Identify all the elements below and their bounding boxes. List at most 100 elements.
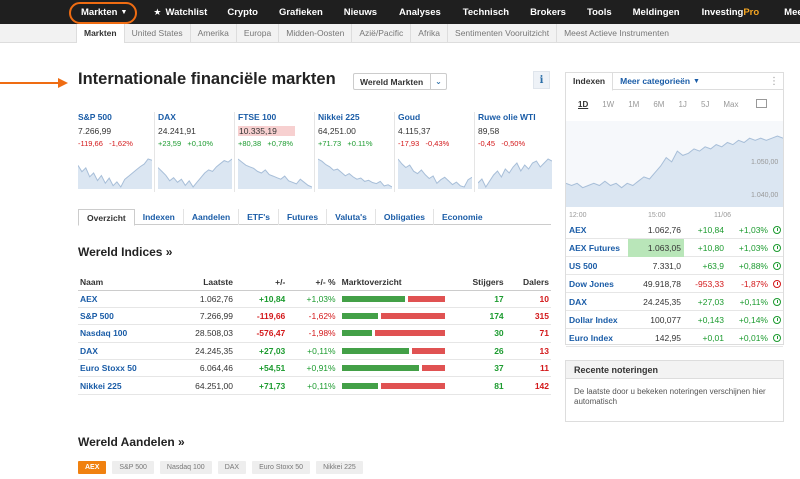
index-name[interactable]: DAX	[78, 342, 189, 361]
ticker-card[interactable]: S&P 500 7.266,99 -119,66 -1,62%	[78, 112, 155, 192]
period-5j[interactable]: 5J	[700, 100, 710, 109]
index-decliners: 13	[505, 342, 551, 361]
index-name[interactable]: AEX	[78, 290, 189, 308]
ticker-card[interactable]: Goud 4.115,37 -17,93 -0,43%	[398, 112, 475, 192]
world-shares-title[interactable]: Wereld Aandelen »	[78, 435, 185, 449]
breadth-up	[341, 382, 378, 389]
subnav-united-states[interactable]: United States	[125, 23, 191, 43]
chip-euro-stoxx50[interactable]: Euro Stoxx 50	[252, 461, 311, 474]
quote-name[interactable]: Dow Jones	[569, 278, 614, 289]
quote-name[interactable]: AEX	[569, 224, 587, 235]
tab-aandelen[interactable]: Aandelen	[184, 209, 240, 225]
period-1d[interactable]: 1D	[578, 100, 589, 109]
index-last: 64.251,00	[188, 376, 235, 395]
quote-last: 142,95	[655, 332, 681, 343]
nav-nieuws[interactable]: Nieuws	[343, 6, 378, 18]
calendar-icon[interactable]	[756, 99, 767, 108]
chip-nasdaq100[interactable]: Nasdaq 100	[159, 461, 212, 474]
tab-economie[interactable]: Economie	[442, 212, 483, 222]
tab-etfs[interactable]: ETF's	[239, 209, 279, 225]
nav-watchlist[interactable]: ★ Watchlist	[153, 6, 208, 18]
subnav-azie-pacific[interactable]: Azië/Pacific	[352, 23, 412, 43]
index-decliners: 10	[505, 290, 551, 308]
ticker-card[interactable]: FTSE 100 10.335,19 +80,38 +0,78%	[238, 112, 315, 192]
index-name[interactable]: Euro Stoxx 50	[78, 359, 189, 378]
index-change-pct: -1,62%	[287, 307, 338, 326]
list-item[interactable]: Dow Jones 49.918,78 -953,33 -1,87%	[566, 275, 783, 293]
quote-name[interactable]: DAX	[569, 296, 587, 307]
table-row: Nasdaq 100 28.508,03 -576,47 -1,98% 30 71	[78, 324, 551, 343]
index-name[interactable]: Nasdaq 100	[78, 324, 189, 343]
period-1m[interactable]: 1M	[628, 100, 640, 109]
chip-nikkei225[interactable]: Nikkei 225	[316, 461, 363, 474]
quote-name[interactable]: Euro Index	[569, 332, 613, 343]
index-name[interactable]: Nikkei 225	[78, 376, 189, 395]
widget-tab-more-categories[interactable]: Meer categorieën ▼	[620, 76, 700, 86]
period-1j[interactable]: 1J	[678, 100, 687, 109]
subnav-sentimenten[interactable]: Sentimenten Vooruitzicht	[448, 23, 558, 43]
chip-aex[interactable]: AEX	[78, 461, 107, 474]
index-name[interactable]: S&P 500	[78, 307, 189, 326]
nav-markten[interactable]: Markten ▼	[81, 6, 128, 18]
ticker-name[interactable]: FTSE 100	[238, 112, 277, 122]
tab-overzicht[interactable]: Overzicht	[78, 209, 135, 226]
list-item[interactable]: US 500 7.331,0 +63,9 +0,88%	[566, 257, 783, 275]
list-item[interactable]: AEX 1.062,76 +10,84 +1,03%	[566, 221, 783, 239]
period-max[interactable]: Max	[723, 100, 739, 109]
nav-analyses[interactable]: Analyses	[399, 6, 441, 18]
quote-name[interactable]: Dollar Index	[569, 314, 618, 325]
clock-icon	[773, 315, 781, 324]
subnav-amerika[interactable]: Amerika	[191, 23, 237, 43]
world-indices-title[interactable]: Wereld Indices »	[78, 245, 173, 259]
period-1w[interactable]: 1W	[602, 100, 615, 109]
index-last: 6.064,46	[188, 359, 235, 378]
widget-tab-indexen[interactable]: Indexen	[566, 72, 614, 91]
ticker-card[interactable]: Ruwe olie WTI 89,58 -0,45 -0,50%	[478, 112, 555, 192]
sub-navigation: Markten United States Amerika Europa Mid…	[0, 23, 800, 43]
subnav-europa[interactable]: Europa	[237, 23, 280, 43]
nav-technisch[interactable]: Technisch	[462, 6, 510, 18]
list-item[interactable]: Euro Index 142,95 +0,01 +0,01%	[566, 329, 783, 347]
tab-obligaties[interactable]: Obligaties	[376, 209, 435, 225]
list-item[interactable]: DAX 24.245,35 +27,03 +0,11%	[566, 293, 783, 311]
nav-investing-pro[interactable]: Investing Pro	[701, 6, 760, 18]
market-region-select[interactable]: Wereld Markten ⌄	[353, 73, 447, 90]
market-tabs: Overzicht Indexen Aandelen ETF's Futures…	[78, 209, 551, 226]
chip-dax[interactable]: DAX	[217, 461, 247, 474]
period-6m[interactable]: 6M	[653, 100, 665, 109]
nav-grafieken[interactable]: Grafieken	[278, 6, 323, 18]
sparkline-chart	[158, 158, 232, 189]
quote-name[interactable]: US 500	[569, 260, 598, 271]
list-item[interactable]: AEX Futures 1.063,05 +10,80 +1,03%	[566, 238, 783, 257]
sparkline-area	[78, 159, 152, 189]
ticker-name[interactable]: Goud	[398, 112, 421, 122]
tab-indexen[interactable]: Indexen	[135, 209, 184, 225]
ticker-name[interactable]: Nikkei 225	[318, 112, 360, 122]
ticker-name[interactable]: DAX	[158, 112, 176, 122]
nav-brokers[interactable]: Brokers	[530, 6, 566, 18]
ticker-name[interactable]: Ruwe olie WTI	[478, 112, 536, 122]
subnav-afrika[interactable]: Afrika	[411, 23, 449, 43]
subnav-markten[interactable]: Markten	[76, 23, 125, 43]
tab-valutas[interactable]: Valuta's	[327, 209, 376, 225]
market-breadth	[337, 307, 461, 326]
ticker-name[interactable]: S&P 500	[78, 112, 112, 122]
info-button[interactable]: i	[533, 71, 550, 89]
table-row: DAX 24.245,35 +27,03 +0,11% 26 13	[78, 342, 551, 361]
quote-name[interactable]: AEX Futures	[569, 242, 621, 253]
nav-meldingen[interactable]: Meldingen	[632, 6, 680, 18]
col-change-pct: +/- %	[287, 274, 338, 291]
quote-change: -953,33	[695, 278, 724, 289]
kebab-menu-icon[interactable]: ⋮	[769, 75, 779, 87]
tab-futures[interactable]: Futures	[279, 209, 328, 225]
subnav-midden-oosten[interactable]: Midden-Oosten	[279, 23, 353, 43]
ticker-card[interactable]: DAX 24.241,91 +23,59 +0,10%	[158, 112, 235, 192]
chip-sp500[interactable]: S&P 500	[112, 461, 154, 474]
nav-tools[interactable]: Tools	[586, 6, 612, 18]
ticker-card[interactable]: Nikkei 225 64,251.00 +71.73 +0.11%	[318, 112, 395, 192]
subnav-meest-actieve[interactable]: Meest Actieve Instrumenten	[564, 28, 669, 38]
nav-crypto[interactable]: Crypto	[227, 6, 258, 18]
list-item[interactable]: Dollar Index 100,077 +0,143 +0,14%	[566, 311, 783, 329]
sparkline-chart	[478, 158, 552, 189]
nav-meer[interactable]: Meer▼	[784, 6, 800, 18]
